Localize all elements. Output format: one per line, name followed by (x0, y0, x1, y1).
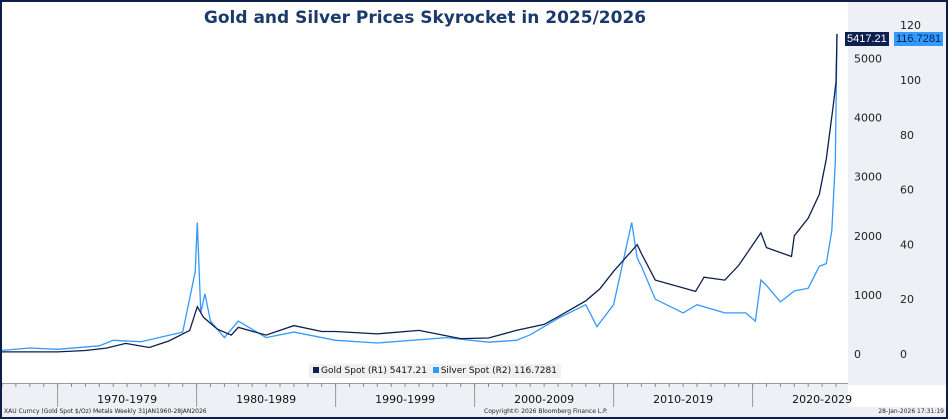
x-tick-label: 1970-1979 (97, 393, 157, 406)
x-tick-label: 2010-2019 (653, 393, 713, 406)
x-tick-label: 2000-2009 (514, 393, 574, 406)
y-r2-tick-label: 80 (900, 129, 914, 142)
y-r1-tick-label: 5000 (854, 53, 882, 66)
gold-last-value-tag: 5417.21 (845, 32, 889, 46)
legend-silver: Silver Spot (R2) 116.7281 (440, 366, 557, 376)
y-r2-tick-label: 60 (900, 184, 914, 197)
y-r1-tick-label: 2000 (854, 230, 882, 243)
silver-series-line (2, 34, 838, 352)
y-r2-tick-label: 20 (900, 293, 914, 306)
y-r1-tick-label: 4000 (854, 112, 882, 125)
footer-source: XAU Curncy (Gold Spot $/Oz) Metals Weekl… (4, 408, 207, 415)
y-r1-tick-label: 3000 (854, 171, 882, 184)
footer: XAU Curncy (Gold Spot $/Oz) Metals Weekl… (2, 407, 946, 417)
legend-gold: Gold Spot (R1) 5417.21 (321, 366, 427, 376)
x-tick-label: 1980-1989 (236, 393, 296, 406)
legend-swatch-silver (432, 367, 439, 373)
x-tick-label: 1990-1999 (375, 393, 435, 406)
y-r2-tick-label: 120 (900, 19, 921, 32)
legend: Gold Spot (R1) 5417.21 Silver Spot (R2) … (309, 364, 561, 378)
footer-timestamp: 28-Jan-2026 17:31:19 (878, 408, 944, 415)
chart-title: Gold and Silver Prices Skyrocket in 2025… (203, 8, 647, 28)
right-axis-panel (848, 2, 946, 385)
y-r1-tick-label: 1000 (854, 289, 882, 302)
silver-last-value-tag: 116.7281 (894, 32, 944, 46)
y-r1-tick-label: 0 (854, 348, 861, 361)
gold-series-line (2, 33, 838, 353)
y-r2-tick-label: 0 (900, 348, 907, 361)
x-tick-label: 2020-2029 (792, 393, 852, 406)
footer-copyright: Copyright© 2026 Bloomberg Finance L.P. (484, 408, 608, 415)
x-axis-strip (2, 383, 848, 408)
chart-svg: 1970-1979 1980-1989 1990-1999 2000-2009 2010… (2, 19, 921, 407)
legend-swatch-gold (313, 367, 319, 373)
y-r2-tick-label: 100 (900, 74, 921, 87)
y-r2-tick-label: 40 (900, 238, 914, 251)
